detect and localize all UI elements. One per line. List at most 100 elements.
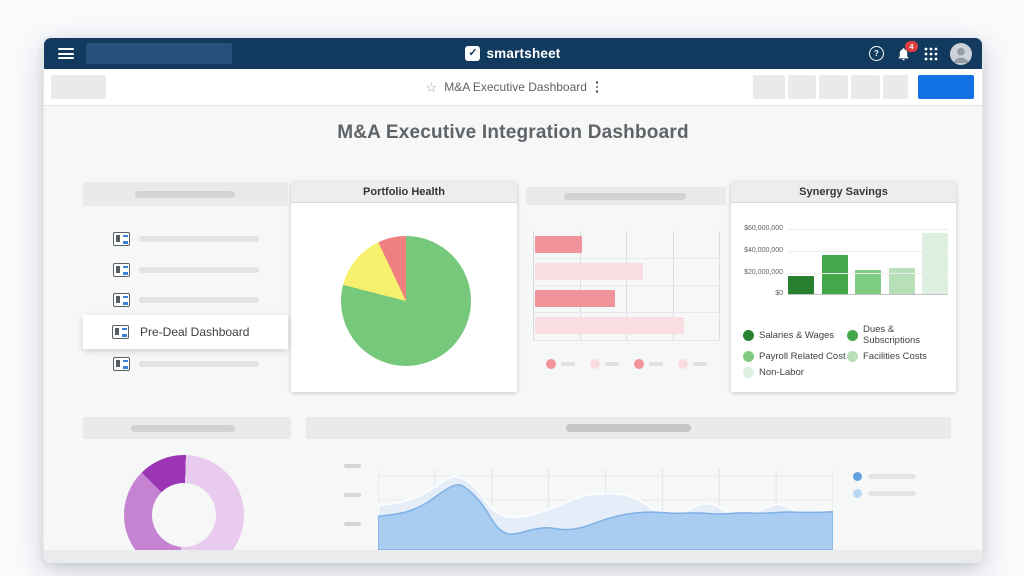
legend-item — [633, 359, 663, 369]
ghost-bar-widget-header — [526, 187, 726, 205]
ghost-bar-legend — [526, 359, 726, 369]
area-chart — [378, 469, 833, 550]
legend-label-placeholder — [868, 474, 916, 479]
legend-item: Payroll Related Cost — [743, 351, 847, 362]
legend-item — [545, 359, 575, 369]
logo-check-icon: ✓ — [465, 46, 481, 61]
sidebar-item-label-placeholder — [139, 267, 259, 273]
toolbar-placeholder-button-5[interactable] — [883, 75, 908, 99]
page-title: M&A Executive Integration Dashboard — [337, 122, 689, 143]
legend-label: Payroll Related Cost — [759, 351, 846, 362]
legend-dot — [743, 367, 754, 378]
donut-widget-title-placeholder — [131, 425, 235, 432]
legend-dot — [847, 351, 858, 362]
sidebar-item-label-placeholder — [139, 236, 259, 242]
ghost-bar-4 — [535, 317, 684, 334]
gridline — [534, 258, 720, 259]
gridline — [626, 231, 627, 341]
legend-label: Non-Labor — [759, 367, 804, 378]
gridline — [788, 229, 948, 231]
sidebar-item-2[interactable] — [113, 263, 259, 277]
axis-label-placeholder — [344, 522, 361, 526]
dashboard-icon — [113, 232, 130, 246]
gridline — [534, 340, 720, 341]
legend-dot — [545, 359, 556, 369]
sidebar-item-pre-deal-dashboard[interactable]: Pre-Deal Dashboard — [83, 315, 288, 349]
help-icon[interactable]: ? — [869, 46, 884, 61]
breadcrumb: M&A Executive Dashboard — [444, 80, 587, 94]
top-navbar: ✓ smartsheet ? 4 — [44, 38, 982, 69]
sidebar-widget-title-placeholder — [135, 191, 235, 198]
notifications-bell-icon[interactable]: 4 — [896, 40, 918, 62]
user-avatar[interactable] — [950, 42, 972, 65]
gridline — [534, 285, 720, 286]
nav-search-placeholder[interactable] — [86, 43, 232, 64]
legend-label-placeholder — [604, 362, 619, 366]
notification-badge: 4 — [905, 40, 918, 52]
dashboard-icon — [113, 357, 130, 371]
legend-item — [677, 359, 707, 369]
toolbar-placeholder-button-2[interactable] — [788, 75, 816, 99]
portfolio-health-pie-chart — [341, 236, 471, 366]
gridline — [719, 231, 720, 341]
favorite-star-icon[interactable]: ☆ — [425, 79, 438, 95]
app-window: ✓ smartsheet ? 4 ☆ M&A Executive Dashboa… — [43, 37, 983, 563]
gridline — [788, 272, 948, 274]
toolbar-placeholder-button-4[interactable] — [851, 75, 880, 99]
gridline — [672, 231, 674, 341]
legend-item — [589, 359, 619, 369]
gridline — [788, 250, 948, 252]
primary-action-button[interactable] — [918, 75, 974, 99]
synergy-bar-1 — [788, 275, 814, 294]
axis-label-placeholder — [344, 493, 361, 497]
ghost-bar-3 — [535, 290, 615, 307]
legend-dot — [633, 359, 644, 369]
axis-label-placeholder — [344, 464, 361, 468]
legend-item: Salaries & Wages — [743, 324, 847, 346]
legend-dot — [589, 359, 600, 369]
app-launcher-icon[interactable] — [924, 47, 938, 61]
legend-item — [853, 472, 916, 481]
area-chart-legend — [853, 472, 916, 506]
legend-label: Salaries & Wages — [759, 329, 835, 341]
legend-item — [853, 489, 916, 498]
legend-dot — [847, 329, 858, 341]
legend-dot — [853, 472, 862, 481]
ghost-bar-chart — [533, 231, 720, 341]
legend-label-placeholder — [868, 491, 916, 496]
y-axis-tick-label: $0 — [775, 290, 783, 297]
y-axis-tick-label: $40,000,000 — [744, 246, 783, 254]
area-y-axis-placeholders — [344, 464, 366, 526]
sidebar-item-3[interactable] — [113, 293, 259, 307]
legend-dot — [743, 351, 754, 362]
y-axis-tick-label: $20,000,000 — [744, 268, 783, 276]
legend-dot — [677, 359, 688, 369]
brand-name: smartsheet — [486, 46, 561, 61]
synergy-bar-2 — [821, 255, 848, 294]
synergy-bar-chart — [788, 224, 948, 295]
portfolio-health-widget: Portfolio Health — [291, 182, 517, 392]
legend-item: Facilities Costs — [847, 351, 948, 362]
menu-icon[interactable] — [58, 48, 74, 59]
toolbar-left-placeholder-button[interactable] — [51, 75, 106, 99]
legend-dot — [853, 489, 862, 498]
more-options-icon[interactable] — [594, 79, 601, 95]
sidebar-widget-header — [83, 182, 288, 206]
dashboard-toolbar: ☆ M&A Executive Dashboard — [44, 69, 982, 106]
legend-label-placeholder — [560, 362, 575, 366]
sidebar-item-label-placeholder — [139, 361, 259, 367]
sidebar-item-1[interactable] — [113, 232, 259, 246]
portfolio-health-title: Portfolio Health — [291, 182, 517, 203]
synergy-legend: Salaries & Wages Dues & Subscriptions Payr… — [743, 324, 948, 378]
donut-chart — [124, 455, 244, 562]
toolbar-placeholder-button-3[interactable] — [819, 75, 848, 99]
ghost-bar-widget-title-placeholder — [564, 193, 686, 200]
synergy-savings-title: Synergy Savings — [731, 182, 956, 203]
sidebar-item-5[interactable] — [113, 357, 259, 371]
content-bottom-strip — [44, 550, 982, 562]
synergy-y-axis: $0 $20,000,000 $40,000,000 $60,000,000 — [735, 224, 783, 302]
donut-widget-header — [83, 417, 291, 439]
toolbar-placeholder-button-1[interactable] — [753, 75, 785, 99]
y-axis-tick-label: $60,000,000 — [744, 225, 783, 233]
